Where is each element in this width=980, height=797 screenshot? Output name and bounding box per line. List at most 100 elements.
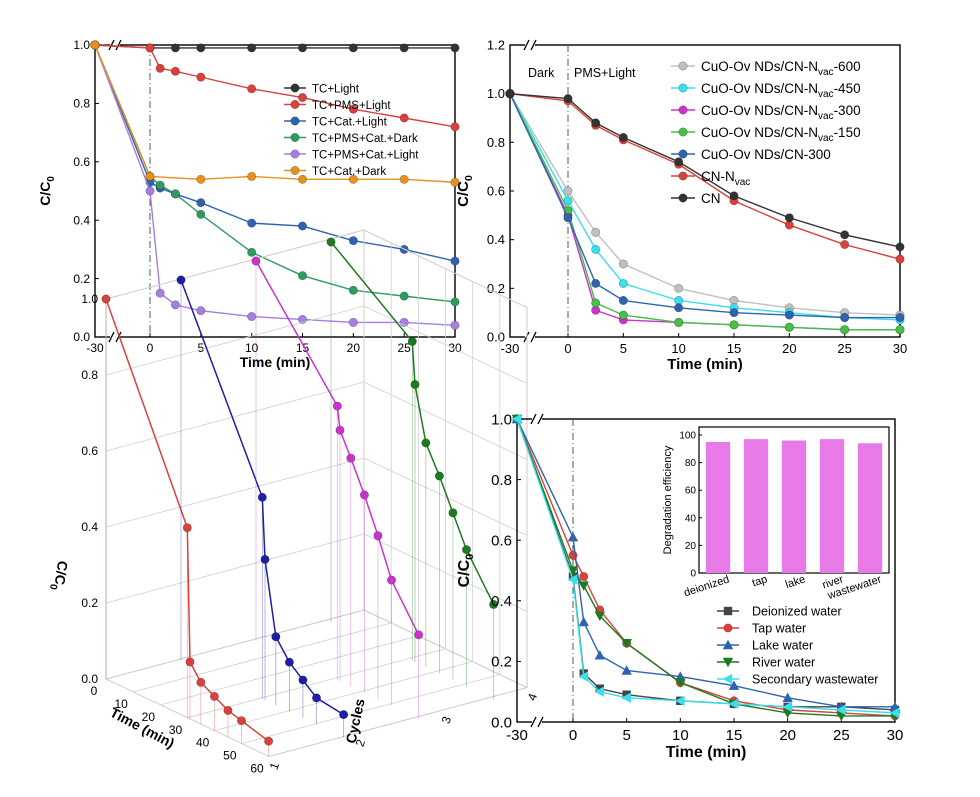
data-point <box>399 174 409 184</box>
data-point <box>840 240 850 250</box>
legend-entry: TC+Light <box>284 84 360 96</box>
y-tick-label: 1.0 <box>73 38 90 52</box>
legend-label-subscript: vac <box>818 67 834 78</box>
series-line <box>516 418 895 708</box>
data-point <box>567 531 579 542</box>
legend-label-subscript: vac <box>818 89 834 100</box>
legend-label: CuO-Ov NDs/CN-300 <box>701 147 831 162</box>
y-tick-label: 0.2 <box>487 281 505 296</box>
x-tick-label: 20 <box>347 341 361 355</box>
floor-gridline <box>160 635 419 706</box>
data-point <box>346 453 356 463</box>
data-point <box>784 213 794 223</box>
data-point <box>618 310 628 320</box>
z-tick-label: 0.6 <box>81 444 98 458</box>
legend-marker <box>678 171 688 181</box>
x-tick-label: 0 <box>91 684 98 698</box>
series <box>90 40 460 187</box>
x-tick-label: tap <box>751 573 769 589</box>
data-point <box>339 710 349 720</box>
annotation-dark: Dark <box>528 66 555 80</box>
z-axis-label: C/C0 <box>47 559 71 592</box>
y-tick-label: 3 <box>439 714 455 725</box>
data-point <box>618 295 628 305</box>
x-tick-label: 10 <box>671 341 685 356</box>
data-point <box>335 425 345 435</box>
y-tick-label: 0.8 <box>487 135 505 150</box>
y-tick-label: 0.4 <box>491 593 512 610</box>
data-point <box>621 692 631 703</box>
y-axis-label: C/C0 <box>37 176 57 206</box>
x-tick-label: 50 <box>223 749 237 763</box>
data-point <box>145 171 155 181</box>
data-point <box>145 43 155 53</box>
bar <box>857 443 883 573</box>
legend-label-subscript: vac <box>818 111 834 122</box>
data-point <box>247 218 257 228</box>
panel-b: -30 0 5 10 15 20 25 300.00.20.40.60.81.01.2Time… <box>455 38 907 373</box>
axis-break-gap <box>532 415 542 423</box>
legend-marker <box>290 100 300 110</box>
legend-marker <box>722 639 734 650</box>
legend-entry: TC+Cat.+Dark <box>284 166 386 178</box>
axis-break-mark <box>108 39 115 51</box>
series-line <box>94 44 456 327</box>
data-point <box>297 221 307 231</box>
data-point <box>450 320 460 330</box>
y-axis-label: C/C0 <box>456 554 476 588</box>
legend-label: TC+Cat.+Dark <box>312 166 386 178</box>
data-point <box>297 271 307 281</box>
axis-break-gap <box>110 41 120 49</box>
data-point <box>348 174 358 184</box>
data-point <box>674 303 684 313</box>
legend-label-subscript: vac <box>735 177 751 188</box>
z-axis-label-subscript: 0 <box>47 583 59 590</box>
z-gridline <box>105 457 528 536</box>
y-tick-label: 0.6 <box>487 184 505 199</box>
y-axis-label-subscript: 0 <box>464 554 476 560</box>
x-tick-label: 30 <box>893 341 907 356</box>
y-tick-label: 20 <box>685 541 697 552</box>
panel-d: -30 0 5 10 15 20 25 30 0.0 0.2 0.4 0.6 0.8 1.0 Time (m… <box>456 411 903 761</box>
data-point <box>297 43 307 53</box>
data-point <box>563 186 573 196</box>
bar <box>819 439 845 573</box>
legend-label: River water <box>752 656 815 670</box>
data-point <box>461 545 471 555</box>
data-point <box>399 113 409 123</box>
bar <box>781 440 807 573</box>
y-tick-label: 0.4 <box>73 213 90 227</box>
x-tick-label: 0 <box>569 727 577 744</box>
x-tick-label: 10 <box>672 727 689 744</box>
y-tick-label: 0.8 <box>491 472 512 489</box>
y-tick-label: 0.4 <box>487 232 505 247</box>
legend-marker <box>290 116 300 126</box>
series <box>90 40 460 330</box>
data-point <box>284 657 294 667</box>
data-point <box>595 684 605 693</box>
y-tick-label: 1.0 <box>491 411 512 428</box>
series <box>511 413 900 719</box>
data-point <box>373 531 383 541</box>
x-tick-label: 10 <box>245 341 259 355</box>
legend-entry: Lake water <box>717 639 813 653</box>
legend-marker <box>290 166 300 176</box>
data-point <box>247 247 257 257</box>
data-point <box>578 581 589 591</box>
y-tick-label: 0.6 <box>491 532 512 549</box>
data-point <box>563 94 573 104</box>
data-point <box>489 599 499 609</box>
data-point <box>895 254 905 264</box>
axis-break-gap <box>532 718 542 726</box>
x-tick-label: -30 <box>506 727 528 744</box>
data-point <box>170 189 180 199</box>
data-point <box>196 209 206 219</box>
x-axis-label: Time (min) <box>666 744 747 761</box>
data-point <box>196 677 206 687</box>
data-point <box>450 256 460 266</box>
legend-label-suffix: -300 <box>834 103 861 118</box>
legend-entry: CN <box>671 191 721 206</box>
y-tick-label: 0.0 <box>73 330 90 344</box>
y-tick-label: 0.2 <box>73 272 90 286</box>
data-point <box>348 236 358 246</box>
